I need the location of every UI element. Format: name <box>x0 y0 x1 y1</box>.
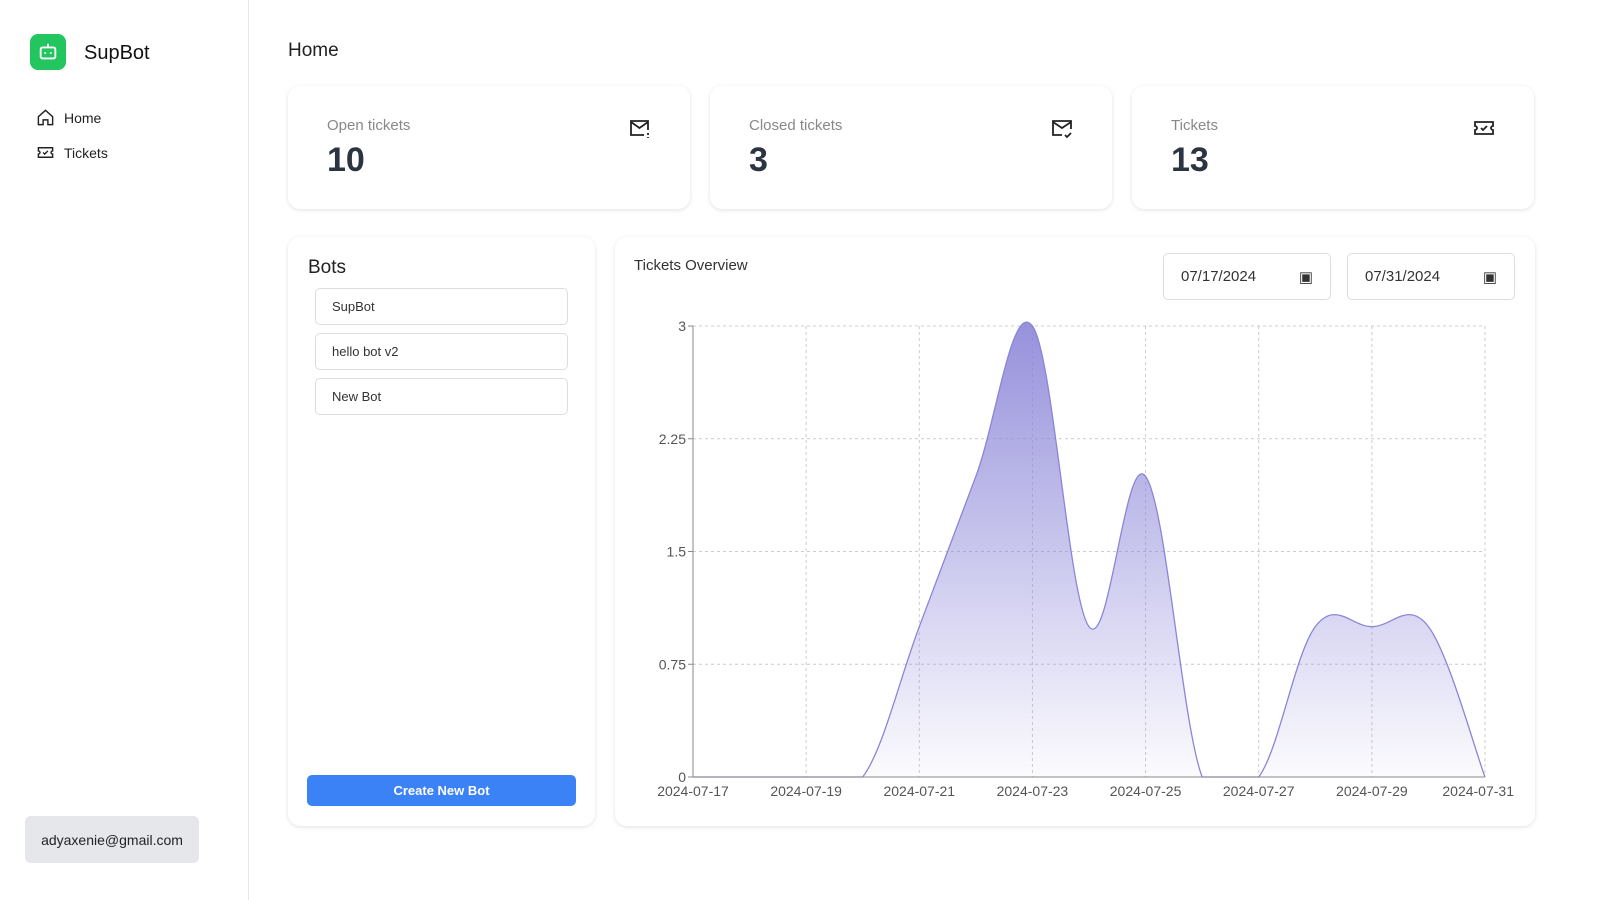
bot-item[interactable]: New Bot <box>315 378 568 415</box>
stat-card-open: Open tickets 10 <box>288 86 690 209</box>
y-tick-label: 1.5 <box>667 544 687 560</box>
stat-value: 13 <box>1171 141 1209 179</box>
end-date-input[interactable]: 07/31/2024 ▣ <box>1347 253 1515 300</box>
bots-title: Bots <box>308 257 347 278</box>
ticket-icon <box>1474 121 1494 135</box>
sidebar-item-tickets[interactable]: Tickets <box>36 143 108 162</box>
sidebar-item-label: Home <box>64 109 102 126</box>
y-tick-label: 0 <box>678 769 686 785</box>
y-tick-label: 2.25 <box>659 431 686 447</box>
user-email-button[interactable]: adyaxenie@gmail.com <box>25 816 199 863</box>
mail-alert-icon <box>630 120 649 138</box>
brand-name: SupBot <box>84 42 150 64</box>
stat-label: Open tickets <box>327 117 411 134</box>
bot-logo-icon <box>30 34 66 70</box>
start-date-value: 07/17/2024 <box>1181 268 1257 285</box>
page-title: Home <box>288 40 339 61</box>
x-tick-label: 2024-07-21 <box>883 783 955 799</box>
x-tick-label: 2024-07-23 <box>997 783 1069 799</box>
stat-label: Tickets <box>1171 117 1218 134</box>
stat-card-total: Tickets 13 <box>1132 86 1534 209</box>
create-new-bot-button[interactable]: Create New Bot <box>307 775 576 806</box>
stat-card-closed: Closed tickets 3 <box>710 86 1112 209</box>
sidebar: SupBot Home Tickets adyaxenie@gmail.com <box>0 0 249 900</box>
stat-value: 10 <box>327 141 365 179</box>
sidebar-item-home[interactable]: Home <box>36 108 101 127</box>
bots-panel: Bots SupBot hello bot v2 New Bot Create … <box>288 237 595 826</box>
x-tick-label: 2024-07-17 <box>657 783 729 799</box>
sidebar-item-label: Tickets <box>64 144 108 161</box>
x-tick-label: 2024-07-25 <box>1110 783 1182 799</box>
tickets-overview-panel: Tickets Overview 07/17/2024 ▣ 07/31/2024 ▣… <box>615 237 1535 826</box>
x-tick-label: 2024-07-19 <box>770 783 842 799</box>
y-tick-label: 3 <box>678 318 686 334</box>
area-fill <box>693 322 1485 777</box>
y-tick-label: 0.75 <box>659 656 686 672</box>
stat-label: Closed tickets <box>749 117 843 134</box>
mail-check-icon <box>1052 120 1072 139</box>
calendar-icon: ▣ <box>1482 269 1497 286</box>
home-icon <box>37 109 54 126</box>
stat-value: 3 <box>749 141 768 179</box>
calendar-icon: ▣ <box>1298 269 1313 286</box>
overview-title: Tickets Overview <box>634 257 748 274</box>
bot-item[interactable]: SupBot <box>315 288 568 325</box>
x-tick-label: 2024-07-31 <box>1442 783 1514 799</box>
end-date-value: 07/31/2024 <box>1365 268 1441 285</box>
start-date-input[interactable]: 07/17/2024 ▣ <box>1163 253 1331 300</box>
ticket-icon <box>37 147 54 158</box>
tickets-chart: 0 0.75 1.5 2.25 3 2024-07-17 2024-07-19 2024-07… <box>657 318 1514 799</box>
x-tick-label: 2024-07-27 <box>1223 783 1295 799</box>
bot-item[interactable]: hello bot v2 <box>315 333 568 370</box>
area-line <box>693 321 1486 778</box>
x-tick-label: 2024-07-29 <box>1336 783 1408 799</box>
